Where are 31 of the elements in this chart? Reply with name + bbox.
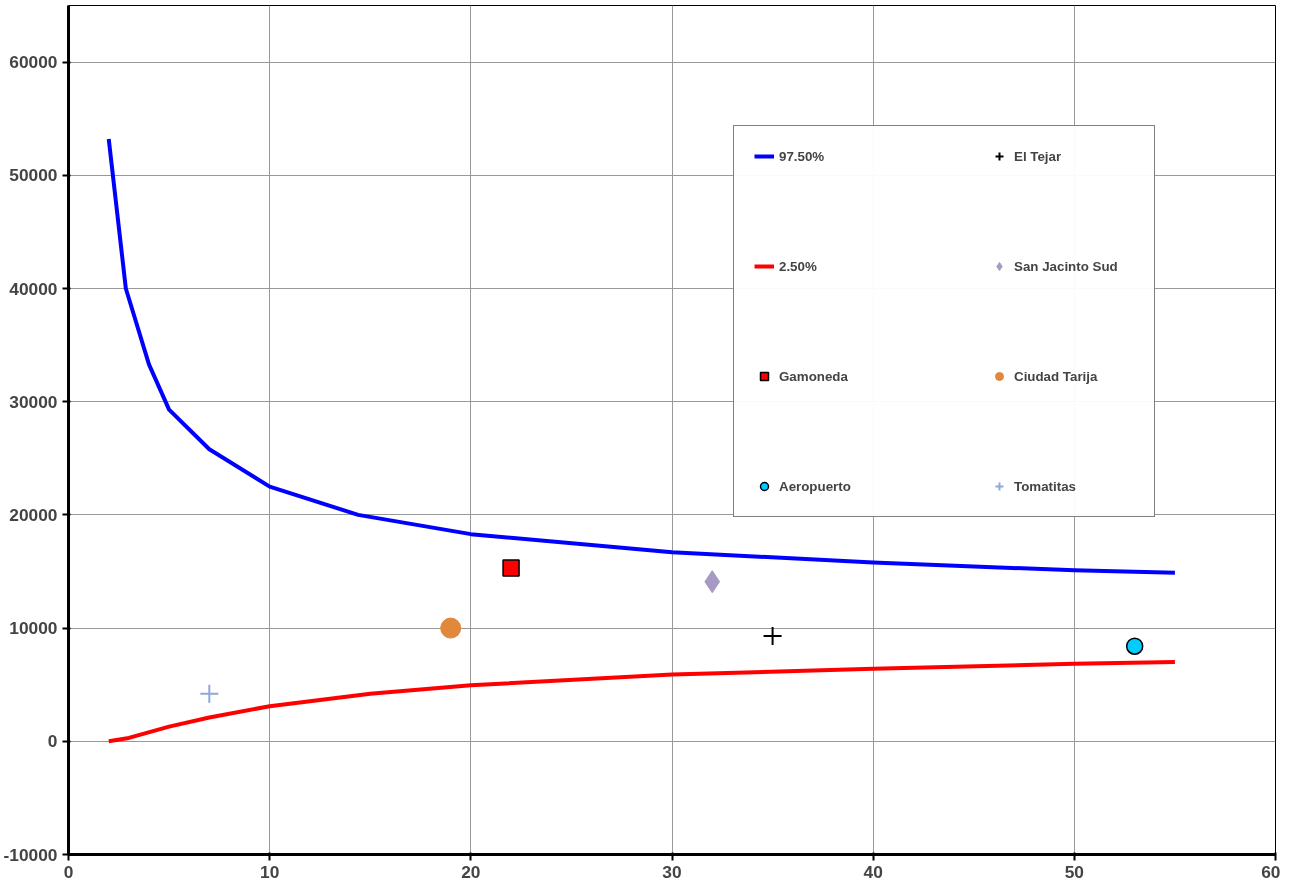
x-tick-label: 30 [662,861,682,882]
y-tick-label: 30000 [9,391,58,412]
x-tick-label: 60 [1261,861,1281,882]
line-series [106,137,1177,575]
point [704,570,721,594]
y-tick-label: 50000 [9,165,58,186]
legend-label: Gamoneda [779,368,849,384]
x-tick-label: 40 [863,861,883,882]
x-tick-label: 10 [260,861,280,882]
y-tick-label: 40000 [9,278,58,299]
point [440,617,462,639]
legend-label: El Tejar [1014,148,1063,164]
y-tick-label: 20000 [9,504,58,525]
legend-label: Tomatitas [1014,478,1077,494]
y-tick-label: 10000 [9,618,58,639]
x-tick-label: 0 [63,861,74,882]
point [502,559,520,577]
point [199,683,220,704]
x-tick-label: 20 [461,861,481,882]
y-tick-label: -10000 [3,844,58,865]
y-tick-label: 0 [47,731,58,752]
y-tick-label: 60000 [9,52,58,73]
line-series [106,660,1177,744]
legend-label: San Jacinto Sud [1014,258,1119,274]
point [762,626,783,647]
legend-label: 2.50% [779,258,818,274]
point [1125,637,1144,655]
legend-label: Ciudad Tarija [1014,368,1099,384]
legend-label: 97.50% [779,148,826,164]
x-tick-label: 50 [1064,861,1084,882]
legend-label: Aeropuerto [779,478,852,494]
